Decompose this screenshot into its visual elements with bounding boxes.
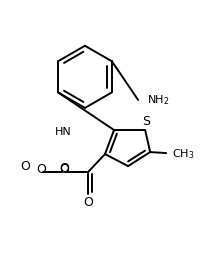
Text: O: O xyxy=(83,196,93,209)
Text: S: S xyxy=(142,116,150,128)
Text: O: O xyxy=(36,163,46,176)
Text: HN: HN xyxy=(55,127,71,137)
Text: CH$_3$: CH$_3$ xyxy=(172,147,195,161)
Text: O: O xyxy=(20,160,30,173)
Text: O: O xyxy=(59,163,69,176)
Text: NH$_2$: NH$_2$ xyxy=(147,93,170,107)
Text: O: O xyxy=(59,162,69,175)
